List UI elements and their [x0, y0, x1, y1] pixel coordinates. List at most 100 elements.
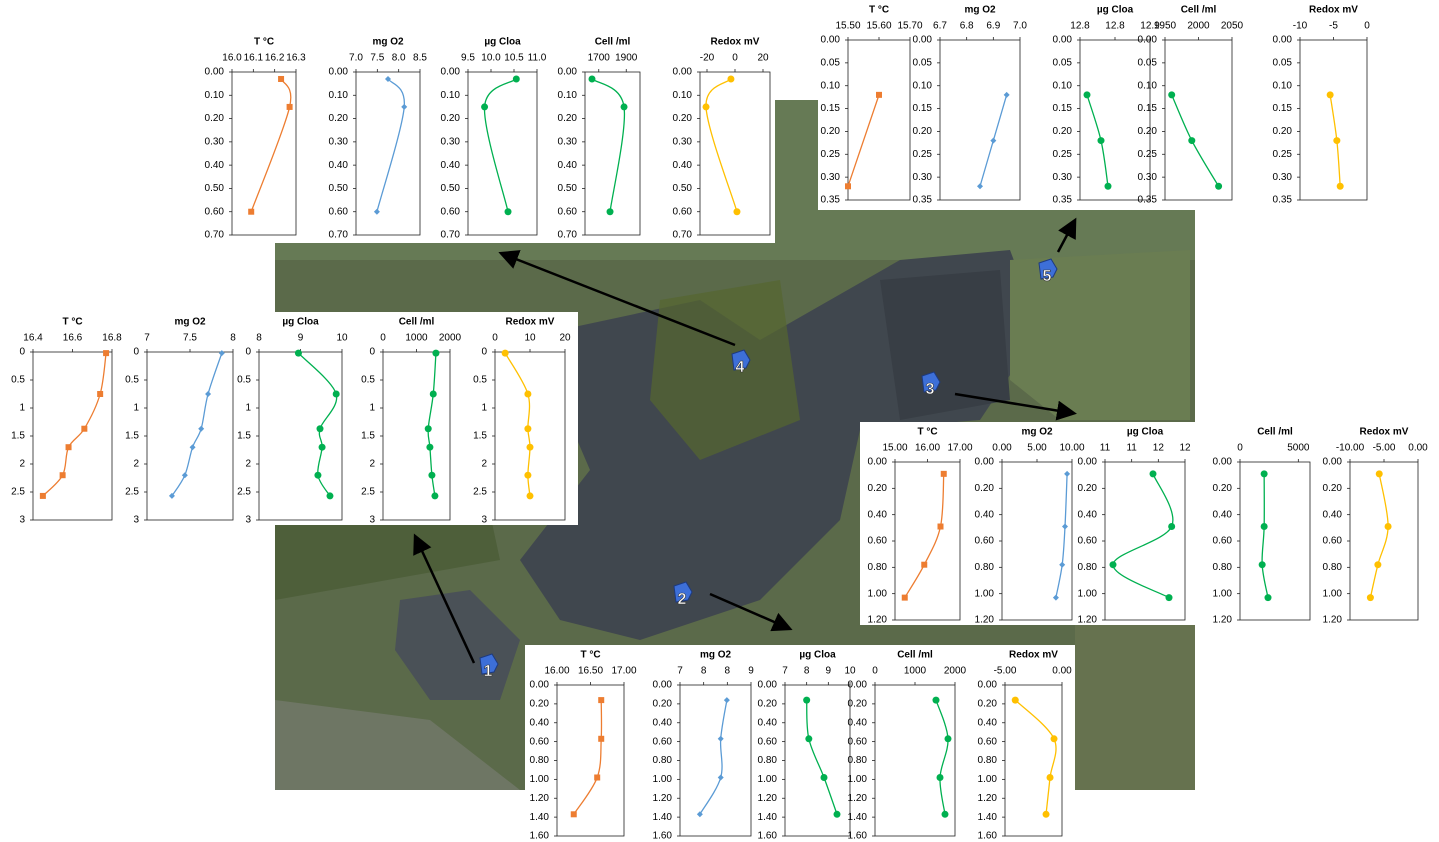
y-tick-label: 0.20	[1053, 126, 1073, 137]
x-tick-label: 11	[1100, 443, 1111, 454]
chart-title: µg Cloa	[799, 650, 836, 661]
y-tick-label: 0.00	[1323, 457, 1343, 468]
marker	[733, 208, 740, 215]
marker	[1168, 91, 1175, 98]
y-tick-label: 0.35	[1138, 195, 1158, 206]
chart-title: mg O2	[1021, 427, 1053, 438]
y-tick-label: 0.00	[848, 680, 868, 691]
profile-line	[1262, 474, 1268, 598]
marker	[527, 444, 534, 451]
site-label: 5	[1043, 268, 1052, 285]
y-tick-label: 1.20	[848, 793, 868, 804]
y-tick-label: 0.40	[1078, 509, 1098, 520]
y-tick-label: 0.60	[653, 736, 673, 747]
y-tick-label: 0.15	[913, 103, 933, 114]
y-tick-label: 0.00	[1053, 35, 1073, 46]
y-tick-label: 0.40	[205, 160, 225, 171]
x-tick-label: 10.5	[504, 53, 524, 64]
y-tick-label: 1.40	[653, 812, 673, 823]
x-tick-label: 8	[804, 666, 810, 677]
chart-title: µg Cloa	[484, 37, 521, 48]
y-tick-label: 0.80	[530, 755, 550, 766]
y-tick-label: 0.00	[205, 67, 225, 78]
x-tick-label: 0.00	[1408, 443, 1428, 454]
marker	[295, 350, 302, 357]
chart-title: T °C	[254, 37, 274, 48]
marker	[876, 92, 882, 98]
marker	[182, 472, 188, 478]
marker	[1105, 183, 1112, 190]
marker	[921, 562, 927, 568]
x-tick-label: 9.5	[461, 53, 475, 64]
x-tick-label: 15.60	[866, 21, 891, 32]
y-tick-label: 0.20	[978, 699, 998, 710]
y-tick-label: 1.00	[848, 774, 868, 785]
marker	[607, 208, 614, 215]
x-tick-label: 1000	[904, 666, 927, 677]
marker	[190, 444, 196, 450]
y-tick-label: 0.35	[1273, 195, 1293, 206]
y-tick-label: 0.10	[1273, 80, 1293, 91]
x-tick-label: 10	[524, 333, 536, 344]
x-tick-label: 10.00	[1059, 443, 1084, 454]
y-tick-label: 0.20	[1273, 126, 1293, 137]
marker	[598, 697, 604, 703]
y-tick-label: 0.60	[1323, 536, 1343, 547]
marker	[1168, 523, 1175, 530]
y-tick-label: 0	[133, 347, 139, 358]
y-tick-label: 0.20	[558, 113, 578, 124]
y-tick-label: 1.5	[237, 431, 251, 442]
x-tick-label: 16.00	[915, 443, 940, 454]
y-tick-label: 0.00	[558, 67, 578, 78]
x-tick-label: 16.00	[544, 666, 569, 677]
marker	[571, 811, 577, 817]
y-tick-label: 1	[245, 403, 251, 414]
y-tick-label: 0.80	[978, 755, 998, 766]
marker	[426, 444, 433, 451]
y-tick-label: 1.5	[361, 431, 375, 442]
y-tick-label: 0.40	[758, 717, 778, 728]
x-tick-label: 2000	[439, 333, 462, 344]
x-tick-label: 6.9	[986, 21, 1000, 32]
y-tick-label: 0.60	[975, 536, 995, 547]
y-tick-label: 3	[133, 515, 139, 526]
marker	[505, 208, 512, 215]
marker	[1047, 774, 1054, 781]
y-tick-label: 0.30	[821, 172, 841, 183]
chart-title: Redox mV	[711, 37, 760, 48]
y-tick-label: 3	[245, 515, 251, 526]
y-tick-label: 1.00	[530, 774, 550, 785]
marker	[97, 391, 103, 397]
y-tick-label: 0.00	[530, 680, 550, 691]
y-tick-label: 0.00	[441, 67, 461, 78]
marker	[937, 774, 944, 781]
marker	[524, 391, 531, 398]
x-tick-label: 0	[492, 333, 498, 344]
y-tick-label: 0.10	[558, 90, 578, 101]
chart-title: T °C	[62, 317, 82, 328]
x-tick-label: 6.7	[933, 21, 947, 32]
y-tick-label: 0.20	[913, 126, 933, 137]
chart-title: µg Cloa	[1097, 5, 1134, 16]
x-tick-label: 11	[1126, 443, 1137, 454]
y-tick-label: 0.80	[975, 562, 995, 573]
x-tick-label: -10.00	[1336, 443, 1365, 454]
y-tick-label: 1.00	[653, 774, 673, 785]
y-tick-label: 2	[481, 459, 487, 470]
marker	[1261, 523, 1268, 530]
y-tick-label: 1.60	[758, 831, 778, 842]
y-tick-label: 3	[369, 515, 375, 526]
y-tick-label: 0.5	[125, 375, 139, 386]
chart-title: Redox mV	[1309, 5, 1358, 16]
y-tick-label: 0.50	[558, 183, 578, 194]
site-label: 2	[678, 591, 687, 608]
marker	[40, 493, 46, 499]
marker	[1188, 137, 1195, 144]
y-tick-label: 0.30	[441, 136, 461, 147]
x-tick-label: 9	[748, 666, 754, 677]
y-tick-label: 0.05	[1138, 57, 1158, 68]
y-tick-label: 1.00	[1323, 588, 1343, 599]
y-tick-label: 0.10	[673, 90, 693, 101]
y-tick-label: 2	[133, 459, 139, 470]
profile-chart: Redox mV-10.00-5.000.000.000.200.400.600…	[1323, 427, 1429, 626]
